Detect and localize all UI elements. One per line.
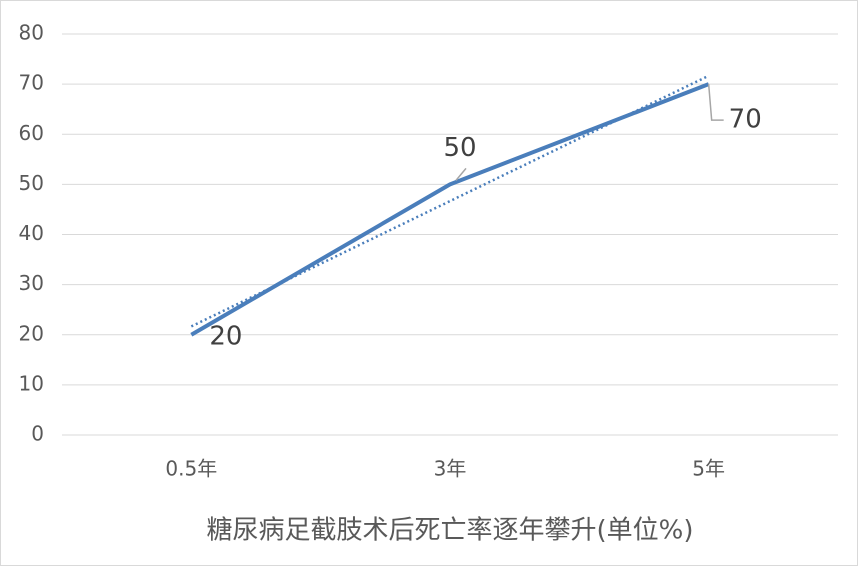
x-tick-label: 5年 — [692, 457, 725, 481]
x-tick-label: 3年 — [434, 457, 467, 481]
leader-line — [455, 167, 467, 181]
y-tick-label: 0 — [31, 422, 44, 446]
data-label: 20 — [209, 321, 242, 351]
y-tick-label: 70 — [19, 71, 44, 95]
y-tick-label: 80 — [19, 21, 44, 45]
y-tick-label: 60 — [19, 121, 44, 145]
line — [190, 82, 710, 337]
y-tick-label: 10 — [19, 371, 44, 395]
data-label: 50 — [443, 133, 476, 163]
y-tick-label: 50 — [19, 171, 44, 195]
y-tick-label: 40 — [19, 221, 44, 245]
x-tick-label: 0.5年 — [165, 457, 217, 481]
y-tick-label: 20 — [19, 321, 44, 345]
chart-title: 糖尿病足截肢术后死亡率逐年攀升(单位%) — [207, 516, 694, 546]
y-tick-label: 30 — [19, 271, 44, 295]
data-label: 70 — [729, 105, 762, 135]
leader-line — [707, 84, 724, 121]
